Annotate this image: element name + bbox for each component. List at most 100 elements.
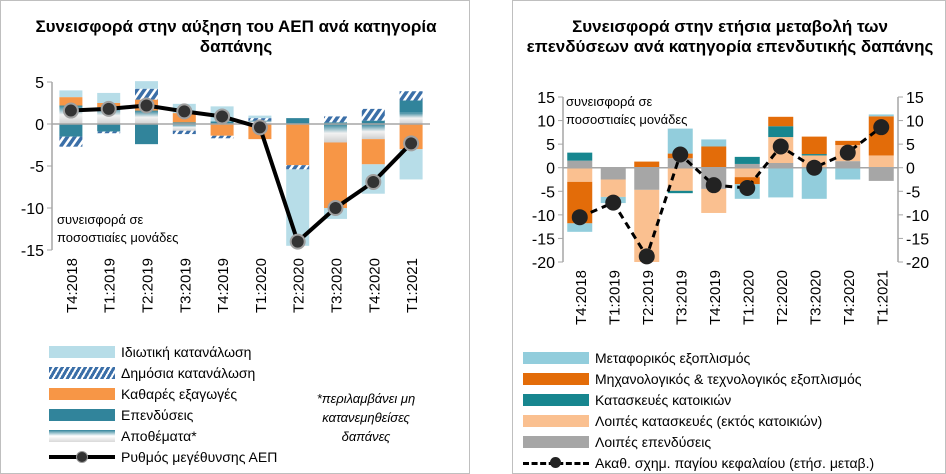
legend-label: Ιδιωτική κατανάλωση xyxy=(121,343,252,360)
x-tick-label: T1:2020 xyxy=(253,258,270,313)
bar-segment xyxy=(210,124,234,136)
chart-title: Συνεισφορά στην ετήσια μεταβολή των επεν… xyxy=(526,17,934,56)
x-tick-label: T2:2020 xyxy=(774,270,791,325)
y-tick-label-right: 15 xyxy=(906,90,924,107)
bar-segment xyxy=(361,124,385,140)
bar-segment xyxy=(768,163,794,168)
bar-segment xyxy=(399,91,423,101)
x-tick-label: T1:2019 xyxy=(606,270,623,325)
x-tick-label: T3:2020 xyxy=(329,258,346,313)
bar-segment xyxy=(734,156,760,164)
legend-item: Καθαρές εξαγωγές xyxy=(49,383,277,404)
bar-segment xyxy=(97,124,121,132)
x-tick-label: T4:2019 xyxy=(707,270,724,325)
legend-item: Ρυθμός μεγέθυνσης ΑΕΠ xyxy=(49,446,277,467)
bar-segment xyxy=(567,167,593,182)
x-tick-label: T1:2019 xyxy=(102,258,119,313)
legend-item: Ακαθ. σχημ. παγίου κεφαλαίου (ετήσ. μετα… xyxy=(523,452,874,473)
legend-label: Δημόσια κατανάλωση xyxy=(121,364,256,381)
bar-segment xyxy=(59,97,83,106)
y-tick-label-right: -5 xyxy=(906,184,920,201)
bar-segment xyxy=(97,131,121,134)
legend-item: Δημόσια κατανάλωση xyxy=(49,362,277,383)
axis-annotation: συνεισφορά σε ποσοστιαίες μονάδες xyxy=(57,212,179,245)
bar-segment xyxy=(97,92,121,103)
x-tick-label: T3:2020 xyxy=(807,270,824,325)
line-series xyxy=(70,103,413,246)
bar-segment xyxy=(286,118,310,124)
line-marker xyxy=(251,119,268,136)
x-tick-label: T4:2018 xyxy=(573,270,590,325)
bar-segment xyxy=(59,136,83,147)
bar-segment xyxy=(172,122,196,124)
bar-segment xyxy=(248,115,272,119)
footnote: *περιλαμβάνει μη κατανεμηθείσες δαπάνες xyxy=(316,391,416,444)
legend-label: Κατασκευές κατοικιών xyxy=(595,391,732,408)
bar-segment xyxy=(634,161,660,168)
y-tick-label-right: -15 xyxy=(906,231,929,248)
bar-segment xyxy=(399,112,423,124)
x-tick-label: T1:2021 xyxy=(404,258,421,313)
line-marker xyxy=(638,248,655,265)
y-tick-label-right: 10 xyxy=(906,114,924,131)
y-tick-label: -10 xyxy=(21,201,44,218)
x-tick-label: T4:2019 xyxy=(215,258,232,313)
bar-segment xyxy=(135,110,158,124)
legend-item: Μηχανολογικός & τεχνολογικός εξοπλισμός xyxy=(523,368,874,389)
legend-line-swatch xyxy=(49,450,115,463)
y-tick-label-right: -10 xyxy=(906,208,929,225)
bar-segment xyxy=(399,100,423,113)
y-tick-label: 10 xyxy=(537,114,555,131)
y-tick-label: -15 xyxy=(532,231,555,248)
bar-segment xyxy=(600,179,626,197)
bar-segment xyxy=(567,223,593,232)
x-tick-label: T4:2020 xyxy=(366,258,383,313)
line-marker xyxy=(100,100,117,117)
bar-segment xyxy=(135,88,158,100)
y-tick-label: 5 xyxy=(35,75,44,92)
legend: Μεταφορικός εξοπλισμός Μηχανολογικός & τ… xyxy=(523,347,874,473)
bar-segment xyxy=(600,167,626,180)
bar-segment xyxy=(324,124,347,143)
line-marker xyxy=(289,233,306,250)
bar-segment xyxy=(768,126,794,138)
bar-segment xyxy=(361,108,385,121)
line-marker xyxy=(403,135,420,152)
line-marker xyxy=(672,146,689,163)
bar-segment xyxy=(667,167,693,191)
legend-item: Λοιπές κατασκευές (εκτός κατοικιών) xyxy=(523,410,874,431)
bar-segment xyxy=(835,140,861,146)
y-tick-label: -15 xyxy=(21,243,44,260)
line-marker xyxy=(62,102,79,119)
axis-annotation: συνεισφορά σε ποσοστιαίες μονάδες xyxy=(566,94,688,127)
bar-segment xyxy=(768,116,794,127)
legend-swatch xyxy=(523,435,589,448)
legend: Ιδιωτική κατανάλωση Δημόσια κατανάλωση Κ… xyxy=(49,341,277,467)
bar-segment xyxy=(701,139,727,147)
bar-segment xyxy=(868,114,894,117)
legend-line-swatch xyxy=(523,456,589,469)
bar-segment xyxy=(324,122,347,124)
x-tick-label: T3:2019 xyxy=(673,270,690,325)
legend-swatch xyxy=(523,414,589,427)
legend-label: Καθαρές εξαγωγές xyxy=(121,385,238,402)
legend-swatch xyxy=(49,345,115,358)
x-tick-label: T3:2019 xyxy=(177,258,194,313)
investment-contribution-panel: Συνεισφορά στην ετήσια μεταβολή των επεν… xyxy=(512,0,946,474)
bar-segment xyxy=(361,139,385,165)
bar-segment xyxy=(835,161,861,168)
bar-segment xyxy=(701,146,727,168)
y-tick-label-right: -20 xyxy=(906,255,929,272)
line-marker xyxy=(605,194,622,211)
y-tick-label: 0 xyxy=(546,161,555,178)
bar-segment xyxy=(59,90,83,98)
legend-label: Ρυθμός μεγέθυνσης ΑΕΠ xyxy=(121,448,278,465)
y-tick-label: -5 xyxy=(541,184,555,201)
bar-segment xyxy=(59,124,83,137)
legend-item: Μεταφορικός εξοπλισμός xyxy=(523,347,874,368)
bar-segment xyxy=(324,142,347,208)
bar-segment xyxy=(801,154,827,156)
bar-segment xyxy=(135,124,158,145)
legend-swatch xyxy=(49,366,115,379)
